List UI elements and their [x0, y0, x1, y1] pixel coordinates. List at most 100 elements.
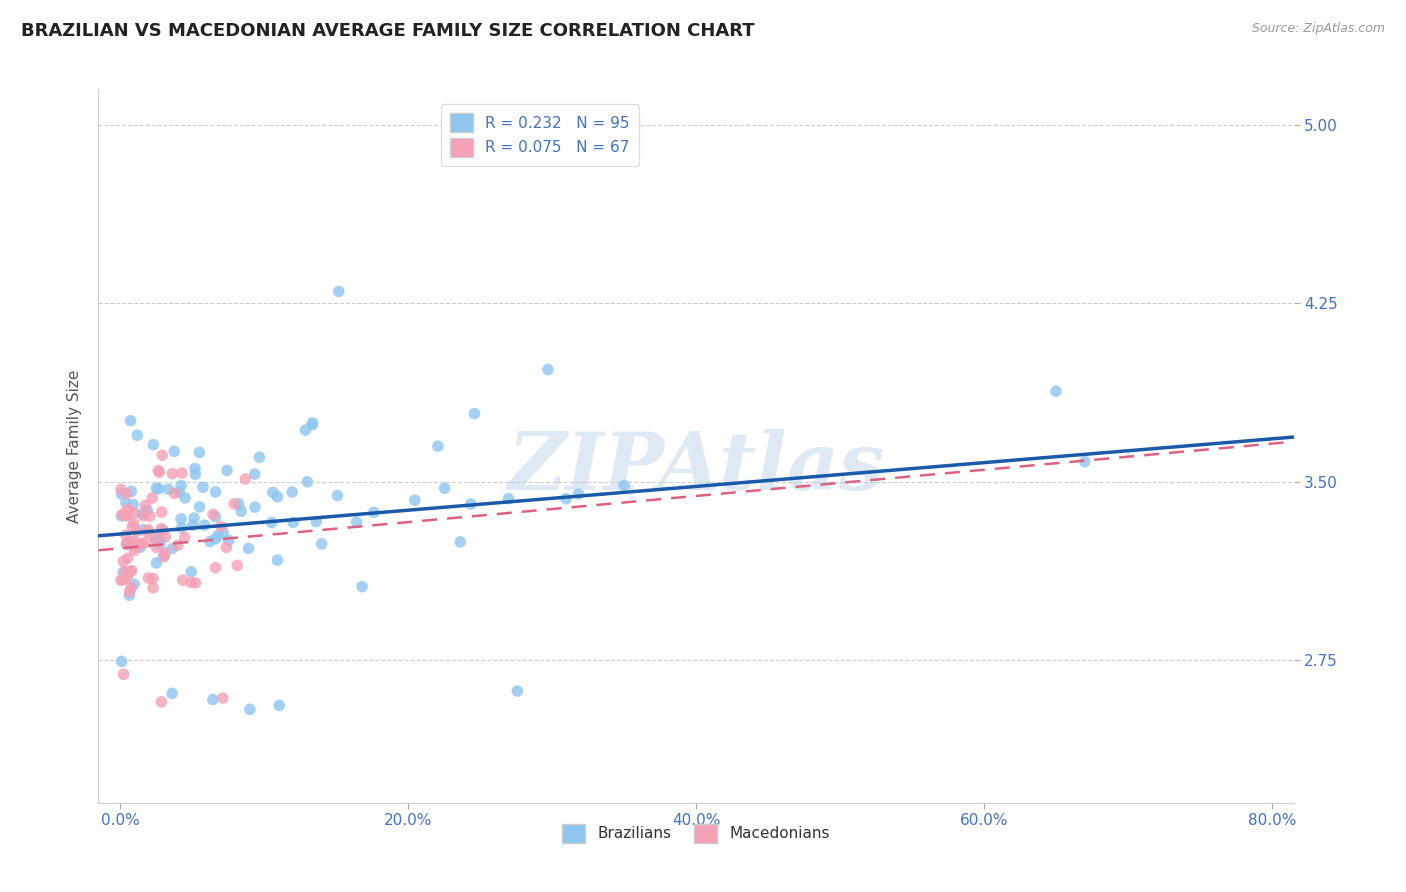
Point	[160, 686, 183, 700]
Point	[1045, 384, 1067, 399]
Point	[506, 684, 529, 698]
Point	[184, 576, 207, 591]
Point	[131, 523, 153, 537]
Point	[201, 508, 224, 522]
Point	[142, 581, 165, 595]
Point	[224, 497, 246, 511]
Point	[139, 509, 162, 524]
Point	[283, 516, 305, 530]
Legend: Brazilians, Macedonians: Brazilians, Macedonians	[555, 818, 837, 848]
Point	[555, 491, 578, 506]
Point	[346, 515, 368, 529]
Point	[449, 535, 471, 549]
Point	[231, 504, 253, 518]
Point	[120, 484, 142, 499]
Point	[120, 414, 142, 428]
Point	[124, 534, 146, 549]
Point	[115, 537, 138, 551]
Point	[110, 508, 132, 523]
Point	[162, 541, 184, 556]
Point	[212, 691, 235, 706]
Point	[198, 534, 221, 549]
Point	[239, 702, 262, 716]
Point	[228, 497, 250, 511]
Point	[110, 654, 132, 668]
Point	[114, 508, 136, 523]
Point	[122, 577, 145, 591]
Point	[188, 445, 211, 459]
Point	[110, 487, 132, 501]
Point	[111, 508, 134, 522]
Point	[115, 537, 138, 551]
Point	[215, 541, 238, 555]
Point	[193, 518, 215, 533]
Point	[207, 528, 229, 542]
Point	[191, 480, 214, 494]
Point	[352, 580, 374, 594]
Point	[209, 519, 232, 533]
Point	[170, 521, 193, 535]
Point	[266, 490, 288, 504]
Point	[122, 497, 145, 511]
Point	[249, 450, 271, 465]
Point	[145, 540, 167, 554]
Point	[114, 565, 136, 579]
Point	[613, 478, 636, 492]
Point	[163, 444, 186, 458]
Point	[145, 556, 167, 570]
Point	[463, 407, 485, 421]
Point	[148, 533, 170, 547]
Point	[262, 485, 284, 500]
Point	[163, 486, 186, 500]
Point	[122, 506, 145, 520]
Point	[204, 532, 226, 546]
Point	[132, 508, 155, 523]
Point	[117, 551, 139, 566]
Point	[460, 497, 482, 511]
Point	[184, 461, 207, 475]
Point	[118, 534, 141, 549]
Point	[238, 541, 260, 556]
Point	[426, 439, 449, 453]
Point	[121, 519, 143, 533]
Point	[148, 482, 170, 496]
Point	[204, 560, 226, 574]
Point	[110, 483, 132, 497]
Point	[149, 537, 172, 551]
Point	[201, 692, 224, 706]
Text: ZIPAtlas: ZIPAtlas	[508, 429, 884, 506]
Point	[148, 466, 170, 480]
Point	[180, 575, 202, 590]
Point	[180, 565, 202, 579]
Point	[129, 540, 152, 554]
Point	[266, 553, 288, 567]
Point	[311, 537, 333, 551]
Point	[433, 481, 456, 495]
Point	[141, 491, 163, 505]
Point	[114, 496, 136, 510]
Point	[125, 539, 148, 553]
Point	[115, 486, 138, 500]
Point	[301, 417, 323, 432]
Point	[142, 572, 165, 586]
Point	[110, 574, 132, 588]
Point	[157, 482, 180, 496]
Point	[145, 532, 167, 546]
Point	[134, 498, 156, 512]
Point	[170, 466, 193, 480]
Point	[150, 448, 173, 462]
Y-axis label: Average Family Size: Average Family Size	[67, 369, 83, 523]
Point	[138, 525, 160, 540]
Point	[136, 503, 159, 517]
Point	[188, 500, 211, 514]
Point	[150, 695, 173, 709]
Point	[121, 536, 143, 550]
Point	[115, 508, 138, 523]
Point	[112, 554, 135, 568]
Point	[148, 464, 170, 478]
Point	[121, 564, 143, 578]
Point	[204, 509, 226, 524]
Point	[537, 362, 560, 376]
Point	[112, 565, 135, 579]
Point	[167, 485, 190, 500]
